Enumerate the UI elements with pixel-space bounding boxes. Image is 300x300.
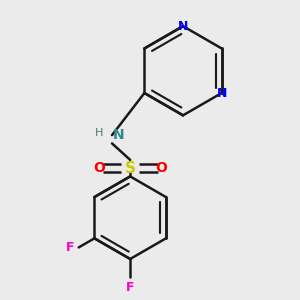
Text: O: O bbox=[93, 161, 105, 175]
Text: N: N bbox=[216, 86, 227, 100]
Text: O: O bbox=[156, 161, 167, 175]
Text: H: H bbox=[94, 128, 103, 139]
Text: F: F bbox=[66, 241, 75, 254]
Text: N: N bbox=[113, 128, 124, 142]
Text: N: N bbox=[178, 20, 188, 33]
Text: F: F bbox=[126, 281, 134, 294]
Text: S: S bbox=[125, 161, 136, 176]
